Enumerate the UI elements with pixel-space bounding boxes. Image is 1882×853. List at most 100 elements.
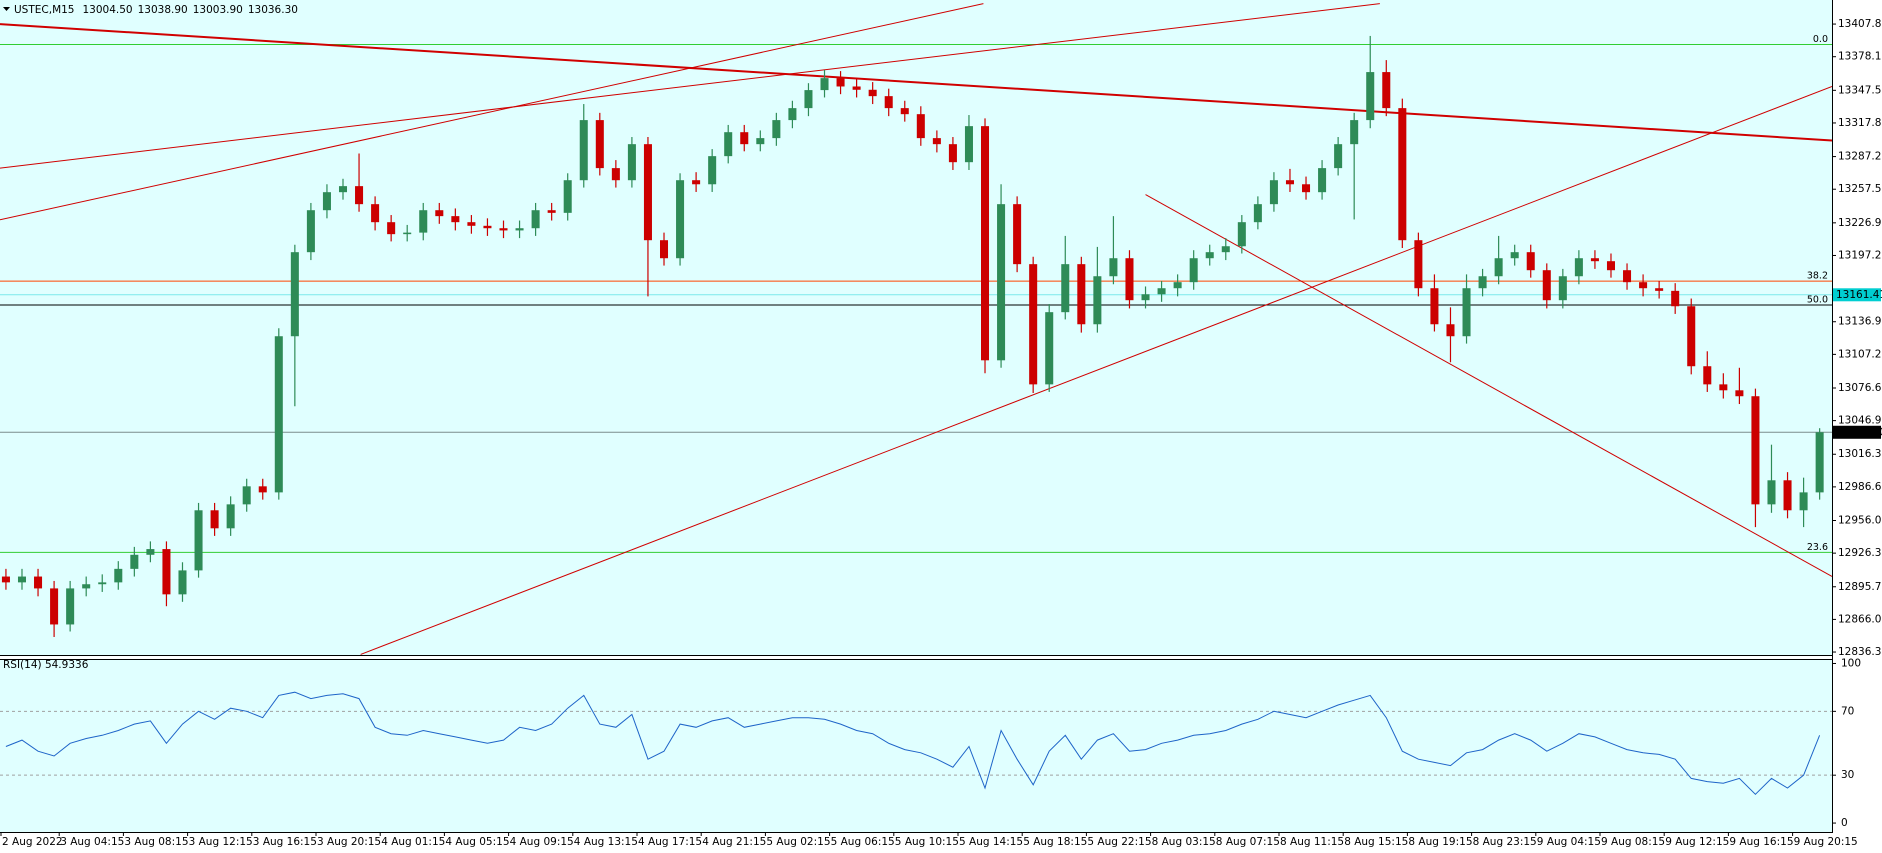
x-tick-label: 9 Aug 16:15 [1729, 836, 1793, 848]
candle-body [242, 486, 251, 505]
x-tick-label: 5 Aug 02:15 [766, 836, 830, 848]
open: 13004.50 [83, 4, 133, 16]
candle-body [1414, 240, 1423, 289]
trend-line [1145, 194, 1832, 577]
candle-body [547, 210, 556, 213]
x-tick-label: 9 Aug 08:15 [1601, 836, 1665, 848]
rsi-tick-label: 70 [1841, 705, 1854, 717]
candle-body [1093, 276, 1102, 325]
x-tick-label: 9 Aug 04:15 [1537, 836, 1601, 848]
candle-body [820, 78, 829, 91]
x-tick-label: 4 Aug 17:15 [638, 836, 702, 848]
y-tick-label: 13407.80 [1838, 18, 1882, 30]
y-tick-label: 13226.90 [1838, 217, 1882, 229]
high: 13038.90 [138, 4, 188, 16]
y-tick-label: 13317.80 [1838, 117, 1882, 129]
y-tick-label: 13197.20 [1838, 249, 1882, 261]
candle-body [1382, 72, 1391, 109]
x-tick-label: 4 Aug 09:15 [510, 836, 574, 848]
price-label: 13161.41 [1836, 289, 1882, 301]
candle-body [1687, 306, 1696, 367]
candle-body [1606, 261, 1615, 271]
candle-body [563, 180, 572, 213]
candle-body [226, 504, 235, 529]
rsi-tick-label: 100 [1841, 657, 1861, 669]
x-tick-label: 2 Aug 2022 [2, 836, 63, 848]
candle-body [1751, 396, 1760, 505]
candle-body [900, 108, 909, 115]
x-tick-label: 4 Aug 13:15 [574, 836, 638, 848]
candle-body [1269, 180, 1278, 205]
rsi-line [5, 691, 1821, 796]
y-tick-label: 13076.60 [1838, 382, 1882, 394]
candle-body [162, 549, 171, 595]
fib-label: 0.0 [1813, 34, 1828, 45]
candle-body [1478, 276, 1487, 289]
candle-body [1446, 324, 1455, 337]
candle-body [772, 120, 781, 139]
candle-body [66, 588, 75, 625]
candle-body [34, 576, 43, 589]
candle-body [1719, 384, 1728, 391]
candle-body [1574, 258, 1583, 277]
candle-body [1703, 366, 1712, 385]
candle-body [1221, 246, 1230, 253]
menu-arrow [3, 7, 10, 11]
candle-body [852, 86, 861, 90]
candle-body [1623, 270, 1632, 283]
candle-body [1285, 180, 1294, 185]
x-tick-label: 8 Aug 19:15 [1408, 836, 1472, 848]
candle-body [82, 584, 91, 589]
candle-body [1462, 288, 1471, 337]
candle-body [451, 216, 460, 223]
candle-body [740, 132, 749, 145]
candle-body [997, 204, 1006, 361]
candle-body [724, 132, 733, 157]
x-tick-label: 4 Aug 01:15 [381, 836, 445, 848]
candle-body [932, 138, 941, 145]
y-tick-label: 12986.60 [1838, 481, 1882, 493]
price-label-box [1833, 288, 1881, 302]
fib-label: 23.6 [1807, 542, 1828, 553]
candle-body [1639, 282, 1648, 289]
candle-body [868, 89, 877, 97]
candle-body [595, 120, 604, 169]
low: 13003.90 [193, 4, 243, 16]
x-tick-label: 8 Aug 03:15 [1152, 836, 1216, 848]
candle-body [1205, 252, 1214, 259]
candle-body [146, 549, 155, 555]
candle-body [1350, 120, 1359, 145]
x-tick-label: 5 Aug 18:15 [1023, 836, 1087, 848]
candle-body [756, 138, 765, 145]
candle-body [659, 240, 669, 259]
candle-body [1157, 288, 1166, 295]
rsi-tick-label: 0 [1841, 817, 1848, 829]
candle-body [355, 186, 364, 205]
x-tick-label: 5 Aug 14:15 [959, 836, 1023, 848]
candle-body [1655, 288, 1664, 291]
rsi-panel [0, 659, 1832, 832]
candle-body [1077, 264, 1086, 325]
candle-body [1045, 312, 1054, 385]
main-panel [0, 0, 1832, 655]
candle-body [1542, 270, 1551, 301]
candle-body [499, 228, 508, 231]
candle-body [788, 108, 797, 121]
main-plot: 0.0 38.2 50.0 23.6 [0, 3, 1832, 655]
candle-body [322, 192, 331, 211]
axes: 13407.80 13378.10 13347.50 13317.80 13287.20… [0, 18, 1882, 848]
candle-body [178, 570, 187, 595]
x-tick-label: 3 Aug 04:15 [60, 836, 124, 848]
candle-body [1318, 168, 1327, 193]
header: USTEC,M15 13004.50 13038.90 13003.90 13036.3… [14, 4, 298, 16]
fib-label: 50.0 [1807, 295, 1828, 306]
candle-body [258, 486, 267, 493]
y-tick-label: 12956.00 [1838, 515, 1882, 527]
candle-body [1013, 204, 1022, 265]
x-tick-label: 4 Aug 21:15 [702, 836, 766, 848]
candle-body [371, 204, 380, 223]
candle-body [579, 120, 588, 181]
candle-body [98, 582, 107, 585]
